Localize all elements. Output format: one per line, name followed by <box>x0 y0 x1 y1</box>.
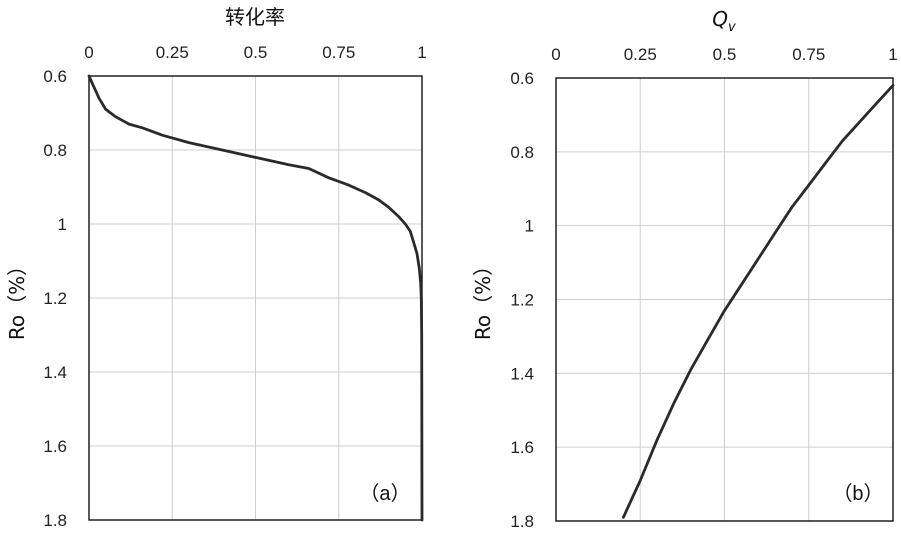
x-tick-label: 1 <box>888 45 897 64</box>
y-tick-label: 1.6 <box>510 438 534 457</box>
y-tick-label: 1.8 <box>43 511 67 530</box>
y-axis-title: Ro（%） <box>5 256 29 340</box>
gridlines <box>89 76 422 520</box>
y-tick-label: 1.4 <box>510 364 534 383</box>
chart-panel-b: 0 0.25 0.5 0.75 1 0.6 0.8 1 1.2 1.4 1.6 1.8 Qv Ro（… <box>471 7 898 531</box>
x-tick-labels: 0 0.25 0.5 0.75 1 <box>551 45 897 64</box>
x-tick-label: 0.75 <box>322 43 355 62</box>
y-tick-label: 1 <box>58 215 67 234</box>
y-tick-label: 1.6 <box>43 437 67 456</box>
y-tick-label: 0.8 <box>510 143 534 162</box>
panel-label: （a） <box>359 482 410 505</box>
gridlines <box>556 78 893 521</box>
series-line <box>623 85 893 517</box>
panel-label: （b） <box>832 482 883 505</box>
y-tick-label: 1.2 <box>43 289 67 308</box>
x-axis-title: 转化率 <box>225 5 285 29</box>
y-tick-label: 1.4 <box>43 363 67 382</box>
y-tick-labels: 0.6 0.8 1 1.2 1.4 1.6 1.8 <box>43 67 67 530</box>
y-tick-label: 1 <box>525 217 534 236</box>
x-tick-label: 0.25 <box>624 45 657 64</box>
x-tick-label: 1 <box>417 43 426 62</box>
y-tick-labels: 0.6 0.8 1 1.2 1.4 1.6 1.8 <box>510 69 534 531</box>
x-tick-label: 0.25 <box>156 43 189 62</box>
x-axis-title-main: Q <box>712 7 728 31</box>
x-axis-title-subscript: v <box>728 20 736 35</box>
y-tick-label: 1.2 <box>510 291 534 310</box>
x-tick-label: 0.5 <box>244 43 268 62</box>
chart-panel-a: 0 0.25 0.5 0.75 1 0.6 0.8 1 1.2 1.4 1.6 1.8 转化率 Ro… <box>5 5 427 530</box>
x-tick-label: 0 <box>551 45 560 64</box>
x-tick-label: 0.5 <box>713 45 737 64</box>
y-tick-label: 0.8 <box>43 141 67 160</box>
y-axis-title: Ro（%） <box>471 256 495 340</box>
x-axis-title: Qv <box>712 7 736 35</box>
y-tick-label: 0.6 <box>510 69 534 88</box>
x-tick-label: 0.75 <box>792 45 825 64</box>
x-tick-label: 0 <box>84 43 93 62</box>
y-tick-label: 0.6 <box>43 67 67 86</box>
x-tick-labels: 0 0.25 0.5 0.75 1 <box>84 43 426 62</box>
y-tick-label: 1.8 <box>510 512 534 531</box>
